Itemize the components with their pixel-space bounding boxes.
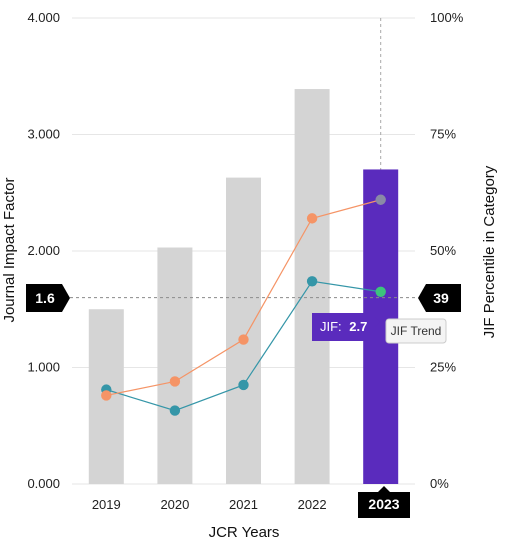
x-axis-ticks: 2019 2020 2021 2022 xyxy=(92,497,327,512)
selected-year-badge-bg xyxy=(358,486,410,518)
y-tick-label: 2.000 xyxy=(27,243,60,258)
series-point-1 xyxy=(375,194,386,205)
y2-axis-title: JIF Percentile in Category xyxy=(481,165,498,338)
selected-year-label: 2023 xyxy=(368,496,399,512)
series-point-0 xyxy=(169,405,181,416)
reference-flag-right-bg xyxy=(418,284,461,312)
reference-flag-left: 1.6 xyxy=(26,284,70,312)
series-point-1 xyxy=(238,334,249,345)
jif-tooltip-text: JIF: 2.7 xyxy=(320,319,367,334)
y2-tick-label: 100% xyxy=(430,10,464,25)
series-point-1 xyxy=(169,376,181,387)
jif-tooltip-value: 2.7 xyxy=(349,319,367,334)
x-tick-label: 2022 xyxy=(298,497,327,512)
y-axis-title: Journal Impact Factor xyxy=(1,177,18,322)
trend-tooltip: JIF Trend xyxy=(385,318,447,344)
x-tick-label: 2019 xyxy=(92,497,121,512)
series-point-0 xyxy=(306,276,318,287)
series-point-1 xyxy=(306,213,318,224)
y-axis-ticks: 0.000 1.000 2.000 3.000 4.000 xyxy=(27,10,60,491)
jif-tooltip-bg xyxy=(312,313,375,341)
bar xyxy=(226,177,261,485)
series-point-0 xyxy=(238,379,249,391)
selected-year-badge[interactable]: 2023 xyxy=(358,486,410,518)
jif-tooltip-pointer xyxy=(375,317,380,327)
jif-tooltip: JIF: 2.7 xyxy=(312,313,380,341)
y2-tick-label: 0% xyxy=(430,476,449,491)
x-axis-title: JCR Years xyxy=(209,524,280,541)
y2-tick-label: 25% xyxy=(430,360,456,375)
y2-tick-label: 75% xyxy=(430,127,456,142)
reference-flag-right: 39 xyxy=(418,284,461,312)
bar xyxy=(294,89,330,484)
reference-flag-left-label: 1.6 xyxy=(35,290,55,306)
y-tick-label: 0.000 xyxy=(27,476,60,491)
y-tick-label: 4.000 xyxy=(27,10,60,25)
trend-tooltip-bg xyxy=(385,318,447,344)
trend-tooltip-label: JIF Trend xyxy=(391,324,442,338)
jif-tooltip-label: JIF: xyxy=(320,319,342,334)
reference-flag-right-label: 39 xyxy=(433,290,449,306)
bars-layer xyxy=(88,89,399,485)
series-point-1 xyxy=(101,390,112,401)
series-point-0 xyxy=(375,286,386,297)
y-tick-label: 3.000 xyxy=(27,127,60,142)
y-tick-label: 1.000 xyxy=(27,360,60,375)
x-tick-label: 2021 xyxy=(229,497,258,512)
bar xyxy=(157,247,193,484)
reference-flag-left-bg xyxy=(26,284,70,312)
y2-tick-label: 50% xyxy=(430,243,456,258)
points-layer xyxy=(101,194,386,416)
x-tick-label: 2020 xyxy=(160,497,189,512)
y2-axis-ticks: 0% 25% 50% 75% 100% xyxy=(430,10,464,491)
